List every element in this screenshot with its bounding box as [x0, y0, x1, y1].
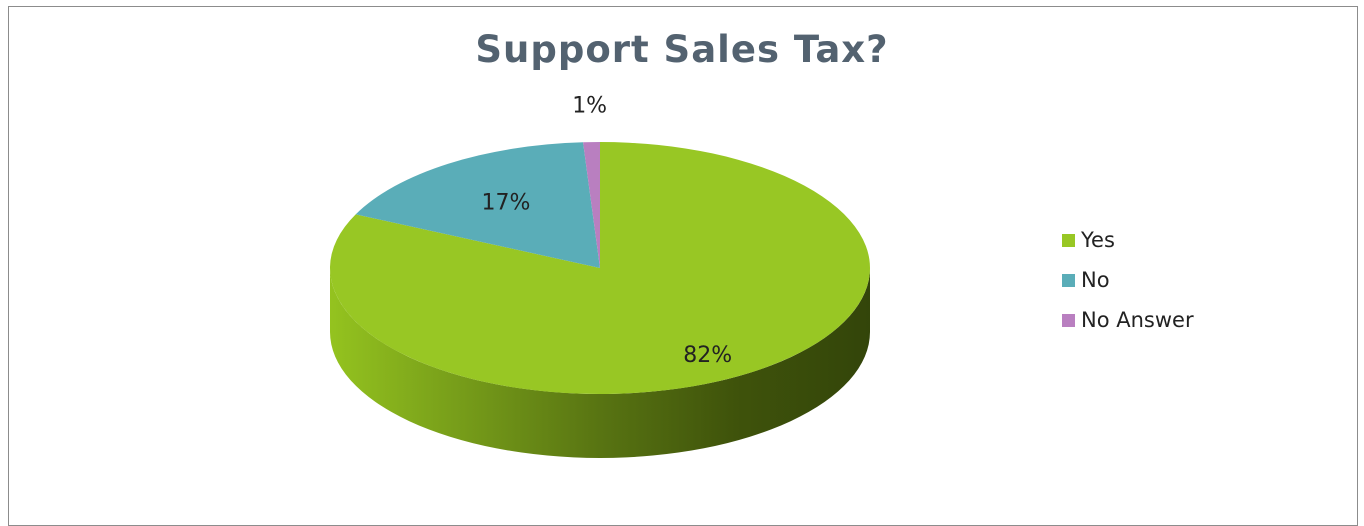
legend-label-no-answer: No Answer — [1081, 308, 1194, 332]
chart-title: Support Sales Tax? — [475, 28, 889, 71]
pie-slice-no-answer — [583, 142, 600, 268]
data-label-yes: 82% — [683, 343, 732, 368]
legend-item-no-answer: No Answer — [1062, 300, 1194, 340]
pie-side-wall — [330, 268, 870, 458]
legend-label-yes: Yes — [1081, 228, 1115, 252]
pie-slice-no — [355, 142, 600, 268]
legend-item-yes: Yes — [1062, 220, 1194, 260]
legend: Yes No No Answer — [1062, 220, 1194, 340]
legend-swatch-no-answer — [1062, 313, 1075, 327]
legend-item-no: No — [1062, 260, 1194, 300]
legend-swatch-yes — [1062, 233, 1075, 247]
data-label-no: 17% — [481, 190, 530, 215]
data-label-no-answer: 1% — [572, 93, 607, 118]
legend-swatch-no — [1062, 273, 1075, 287]
legend-label-no: No — [1081, 268, 1110, 292]
